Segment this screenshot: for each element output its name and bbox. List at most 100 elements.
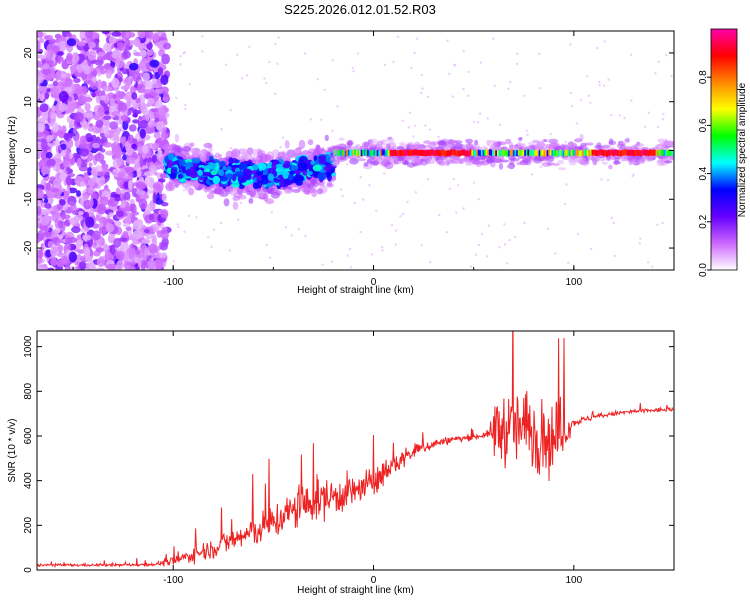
spectrogram-cell [155,121,163,131]
spectrogram-cell [462,50,465,53]
spectrogram-cell [110,244,116,255]
spectrogram-cell [157,178,166,183]
spectrogram-cell [63,132,70,141]
spectrogram-cell [45,53,52,61]
spectrogram-cell [485,149,488,156]
spectrogram-cell [632,173,635,176]
snr-ytick-label: 800 [23,383,34,400]
spectrogram-cell [429,149,432,156]
spectrogram-cell [146,48,154,56]
spectrogram-cell [613,254,616,258]
spectrogram-cell [303,189,311,195]
chart-title: S225.2026.012.01.52.R03 [284,2,436,17]
spectrogram-cell [102,142,113,148]
spectrogram-cell [381,249,384,252]
spectrogram-cell [539,165,542,169]
spectrogram-cell [449,139,458,145]
spectrogram-cell [351,149,353,156]
spectrogram-cell [256,180,263,189]
spectrogram-cell [189,142,195,147]
spectrogram-cell [665,54,668,57]
spectrogram-cell [558,167,567,171]
spectrogram-cell [480,149,483,156]
spectrogram-cell [144,93,152,100]
spectrogram-cell [610,113,613,117]
spectrogram-cell [132,113,138,118]
spectrogram-cell [201,50,204,53]
colorbar-tick-label: 0.0 [698,263,709,277]
spectrogram-cell [284,140,290,149]
spectrogram-cell [132,138,138,145]
spectrogram-cell [122,231,129,238]
spectrogram-cell [303,52,307,55]
spectrogram-cell [383,172,386,175]
spectrogram-cell [112,168,122,173]
spectrogram-cell [404,150,406,157]
spectrogram-cell [182,189,186,192]
spectrogram-cell [634,143,645,147]
spectrogram-cell [597,149,600,156]
spectrogram-cell [349,150,352,156]
spectrogram-cell [65,237,73,245]
spectrogram-cell [121,200,126,208]
spectrogram-cell [60,255,69,265]
spectrogram-cell [375,150,377,157]
spectrogram-cell [316,188,324,195]
spectrogram-cell [97,79,102,90]
spectrogram-cell [37,122,46,133]
spectrogram-cell [79,135,88,147]
spectrogram-cell [99,133,105,138]
spectrogram-cell [123,191,131,201]
spectrogram-cell [339,188,343,191]
spectrogram-cell [423,140,432,144]
spectrogram-cell [49,87,60,96]
spectrogram-cell [135,97,141,104]
spectrogram-cell [658,149,661,156]
spectrogram-cell [225,173,234,180]
spectrogram-cell [88,123,94,128]
spectrogram-cell [546,227,550,230]
spectrogram-cell [54,138,60,147]
spectrogram-cell [574,138,583,143]
spectrogram-cell [464,150,467,157]
spectrogram-cell [53,209,60,219]
spectrogram-cell [125,61,130,70]
spectrogram-cell [412,135,415,138]
spectrogram-cell [183,51,187,54]
spectrogram-cell [573,149,576,156]
spectrogram-cell [478,112,482,115]
spectrogram-cell [601,144,611,149]
spectrogram-cell [517,149,520,156]
spectrogram-cell [338,137,345,141]
spectrogram-cell [92,142,100,149]
spectrogram-cell [58,103,68,112]
spectrogram-cell [148,109,154,121]
spectrogram-cell [397,35,400,39]
spectrogram-cell [577,149,579,156]
spectrogram-cell [670,74,673,78]
spectrogram-cell [145,112,150,122]
spectrogram-cell [117,172,125,178]
spectrogram-cell [277,151,286,160]
spectrogram-cell [445,150,448,157]
spectrogram-cell [451,157,459,164]
spectrogram-cell [549,132,552,136]
spectrogram-cell [252,164,259,171]
spectrogram-cell [87,186,95,194]
spectrogram-cell [332,160,339,167]
spectrogram-cell [309,118,313,121]
spectrogram-cell [598,84,601,87]
spectrogram-cell [118,237,128,242]
spectrogram-cell [62,158,70,168]
spectrogram-cell [437,135,440,139]
spectrogram-cell [267,173,274,181]
spectrogram-cell [461,149,464,156]
spectrogram-cell [603,40,606,43]
spectrogram-cell [128,124,137,132]
spectrogram-cell [152,192,157,204]
spectrogram-cell [138,62,145,68]
spectrogram-cell [413,162,418,167]
spectrogram-cell [477,243,481,247]
spectrogram-cell [571,104,574,108]
spectrogram-cell [354,149,357,156]
